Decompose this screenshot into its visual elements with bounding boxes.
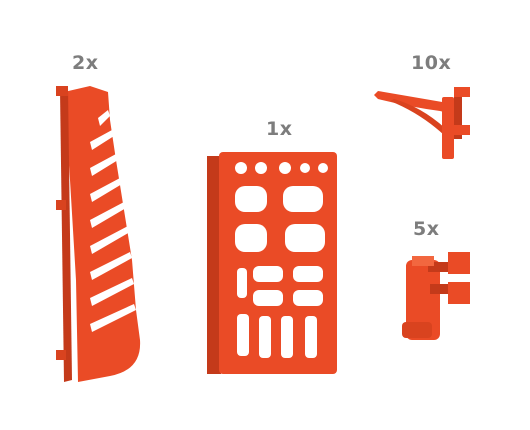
panel-quantity-label: 1x xyxy=(266,118,293,140)
hook-quantity-label: 10x xyxy=(411,52,452,74)
clip-image xyxy=(402,252,470,340)
tool-panel-image xyxy=(207,152,337,374)
hook-image xyxy=(374,87,470,159)
slotted-rail-image xyxy=(56,86,141,382)
clip-quantity-label: 5x xyxy=(413,218,440,240)
rail-quantity-label: 2x xyxy=(72,52,99,74)
